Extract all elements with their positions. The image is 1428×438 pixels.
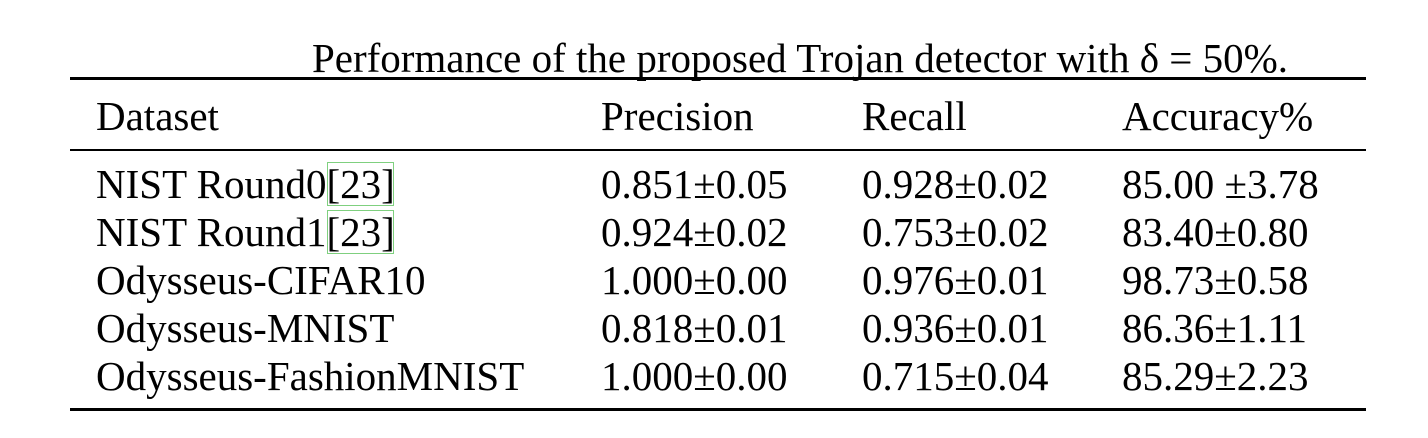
value-cell: 0.976±0.01	[862, 257, 1049, 303]
value-cell: 0.928±0.02	[862, 161, 1049, 207]
value-cell: 0.936±0.01	[862, 305, 1049, 351]
header-cell: Accuracy%	[1122, 93, 1314, 139]
mid-rule	[70, 149, 1366, 151]
dataset-name: Odysseus-CIFAR10	[96, 257, 426, 303]
citation: [23]	[326, 209, 395, 255]
value-cell: 85.00 ±3.78	[1122, 161, 1319, 207]
value-cell: 83.40±0.80	[1122, 209, 1309, 255]
dataset-cell: Odysseus-FashionMNIST	[96, 356, 524, 397]
caption: Performance of the proposed Trojan detec…	[311, 35, 1289, 81]
header-cell: Precision	[601, 93, 754, 139]
citation: [23]	[326, 161, 395, 207]
value-cell: 1.000±0.00	[601, 353, 788, 399]
value-cell: 0.753±0.02	[862, 209, 1049, 255]
header-cell: Dataset	[96, 93, 219, 139]
dataset-cell: Odysseus-CIFAR10	[96, 260, 426, 301]
value-cell: 98.73±0.58	[1122, 257, 1309, 303]
dataset-name: NIST Round1	[96, 209, 327, 255]
value-cell: 0.715±0.04	[862, 353, 1049, 399]
dataset-name: Odysseus-MNIST	[96, 305, 395, 351]
value-cell: 85.29±2.23	[1122, 353, 1309, 399]
value-cell: 86.36±1.11	[1122, 305, 1307, 351]
dataset-name: NIST Round0	[96, 161, 327, 207]
value-cell: 0.924±0.02	[601, 209, 788, 255]
value-cell: 1.000±0.00	[601, 257, 788, 303]
dataset-cell: NIST Round0[23]	[96, 161, 395, 207]
top-rule	[70, 77, 1366, 80]
dataset-cell: NIST Round1[23]	[96, 209, 395, 255]
dataset-cell: Odysseus-MNIST	[96, 308, 394, 349]
value-cell: 0.851±0.05	[601, 161, 788, 207]
value-cell: 0.818±0.01	[601, 305, 788, 351]
bottom-rule	[70, 408, 1366, 411]
header-cell: Recall	[862, 93, 967, 139]
dataset-name: Odysseus-FashionMNIST	[96, 353, 525, 399]
